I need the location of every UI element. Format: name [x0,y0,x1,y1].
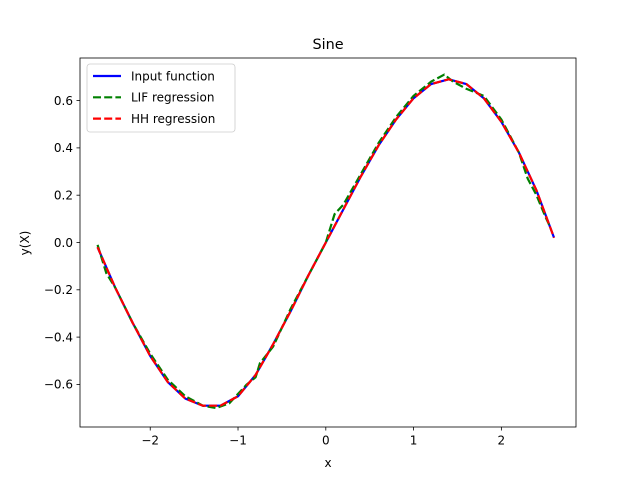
legend-label-1: Input function [131,69,215,83]
legend-box [86,63,236,133]
x-axis-label: x [324,456,331,470]
y-tick-label: 0.2 [54,188,73,202]
y-tick-label: 0.4 [54,141,73,155]
x-tick-label: −1 [229,434,247,448]
x-tick-label: 1 [410,434,418,448]
y-tick-label: 0.6 [54,94,73,108]
x-tick-label: 0 [322,434,330,448]
x-tick-label: 2 [498,434,506,448]
y-tick-label: −0.2 [44,283,73,297]
y-tick-label: −0.6 [44,378,73,392]
legend-label-3: HH regression [131,112,215,126]
series-line-3 [96,78,556,407]
chart-title: Sine [312,37,343,53]
y-axis-label: y(X) [18,231,32,256]
plot-area [79,57,577,428]
x-tick-label: −2 [141,434,159,448]
axis-ticks: −2 −1 0 1 2 −0.6 −0.4 −0.2 0.0 0.2 0.4 0.6 [44,94,505,448]
y-tick-label: 0.0 [54,236,73,250]
legend-label-2: LIF regression [131,91,214,105]
series-lines [96,73,556,410]
series-line-2 [96,73,551,410]
legend: Input function LIF regression HH regressio… [86,63,236,133]
y-tick-label: −0.4 [44,330,73,344]
